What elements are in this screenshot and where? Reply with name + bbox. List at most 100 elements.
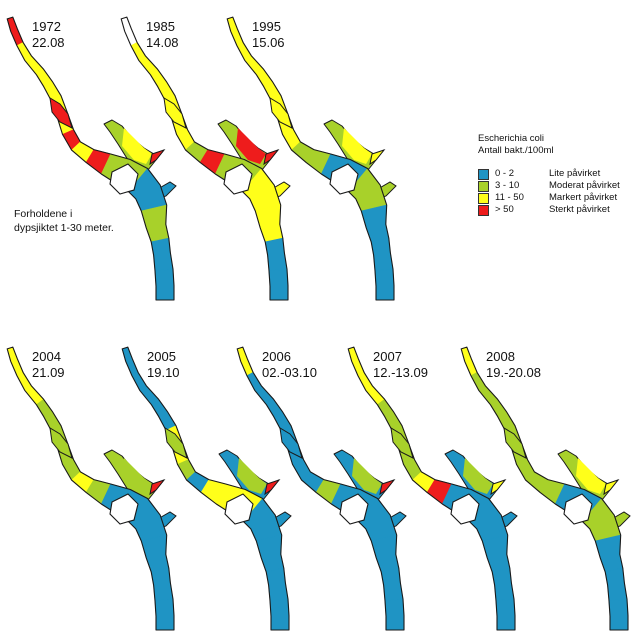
legend-swatch-markert [478, 192, 489, 204]
legend-swatch-lite [478, 168, 489, 180]
island [224, 493, 254, 525]
lake-side-bay [390, 427, 414, 459]
map-year: 2006 [262, 349, 291, 364]
lake-branch-middle [237, 458, 267, 494]
lake-branch-middle [122, 128, 152, 164]
legend-range: > 50 [495, 204, 514, 215]
map-year: 2005 [147, 349, 176, 364]
lake-segment-12 [374, 268, 395, 301]
lake-side-bay [49, 97, 73, 129]
map-date-label: 1985 14.08 [146, 19, 179, 51]
lake-branch-tip [263, 148, 280, 166]
map-year: 1995 [252, 19, 281, 34]
island [109, 163, 139, 195]
map-date-label: 2007 12.-13.09 [373, 349, 428, 381]
lake-side-bay [163, 97, 187, 129]
legend-row-moderat: 3 - 10 Moderat påvirket [478, 180, 620, 192]
lake-side-bay [503, 427, 527, 459]
legend-row-lite: 0 - 2 Lite påvirket [478, 168, 620, 180]
lake-map-1972 [6, 16, 177, 301]
island [109, 493, 139, 525]
map-panel-1985: 1985 14.08 [120, 14, 295, 314]
lake-branch-tip [379, 478, 396, 496]
legend-range: 0 - 2 [495, 168, 515, 179]
map-panel-2008: 2008 19.-20.08 [460, 344, 635, 644]
map-date: 21.09 [32, 365, 65, 380]
map-panel-2005: 2005 19.10 [121, 344, 296, 644]
map-panel-2004: 2004 21.09 [6, 344, 181, 644]
lake-branch-middle [352, 458, 382, 494]
map-date-label: 1972 22.08 [32, 19, 65, 51]
map-year: 2004 [32, 349, 61, 364]
legend-title: Escherichia coli Antall bakt./100ml [478, 133, 620, 157]
island [329, 163, 359, 195]
map-date: 14.08 [146, 35, 179, 50]
lake-side-bay [49, 427, 73, 459]
legend-rows: 0 - 2 Lite påvirket 3 - 10 Moderat påvir… [478, 168, 620, 216]
lake-branch-middle [236, 128, 266, 164]
map-year: 1972 [32, 19, 61, 34]
map-date: 02.-03.10 [262, 365, 317, 380]
lake-map-2008 [460, 346, 631, 631]
legend-title-line-1: Escherichia coli [478, 133, 544, 144]
island [450, 493, 480, 525]
map-panel-1972: 1972 22.08 [6, 14, 181, 314]
legend: Escherichia coli Antall bakt./100ml 0 - … [478, 133, 620, 216]
depth-note: Forholdene i dypsjiktet 1-30 meter. [14, 207, 114, 235]
map-date-label: 2005 19.10 [147, 349, 180, 381]
lake-segment-12 [608, 598, 629, 631]
lake-branch-middle [342, 128, 372, 164]
map-date-label: 2004 21.09 [32, 349, 65, 381]
map-year: 1985 [146, 19, 175, 34]
map-date: 15.06 [252, 35, 285, 50]
lake-branch-middle [576, 458, 606, 494]
legend-range: 11 - 50 [495, 192, 524, 203]
map-date: 22.08 [32, 35, 65, 50]
legend-row-markert: 11 - 50 Markert påvirket [478, 192, 620, 204]
lake-map-2005 [121, 346, 292, 631]
lake-side-bay [279, 427, 303, 459]
island [223, 163, 253, 195]
legend-row-sterkt: > 50 Sterkt påvirket [478, 204, 620, 216]
lake-branch-tip [490, 478, 507, 496]
legend-label: Lite påvirket [549, 168, 601, 179]
depth-note-line-2: dypsjiktet 1-30 meter. [14, 222, 114, 234]
map-date: 19.10 [147, 365, 180, 380]
island [339, 493, 369, 525]
lake-branch-tip [603, 478, 620, 496]
legend-label: Markert påvirket [549, 192, 618, 203]
lake-branch-tip [369, 148, 386, 166]
map-date: 19.-20.08 [486, 365, 541, 380]
map-date: 12.-13.09 [373, 365, 428, 380]
lake-branch-middle [122, 458, 152, 494]
map-panel-2006: 2006 02.-03.10 [236, 344, 411, 644]
lake-map-2006 [236, 346, 407, 631]
legend-range: 3 - 10 [495, 180, 520, 191]
legend-label: Sterkt påvirket [549, 204, 610, 215]
map-panel-2007: 2007 12.-13.09 [347, 344, 522, 644]
lake-map-1995 [226, 16, 397, 301]
lake-map-2004 [6, 346, 177, 631]
legend-swatch-moderat [478, 180, 489, 192]
lake-side-bay [164, 427, 188, 459]
lake-side-bay [269, 97, 293, 129]
map-year: 2007 [373, 349, 402, 364]
lake-outline [120, 16, 289, 301]
lake-map-2007 [347, 346, 518, 631]
lake-branch-tip [149, 478, 166, 496]
map-date-label: 2008 19.-20.08 [486, 349, 541, 381]
legend-label: Moderat påvirket [549, 180, 620, 191]
legend-swatch-sterkt [478, 204, 489, 216]
lake-outline [226, 16, 395, 301]
lake-map-1985 [120, 16, 291, 301]
map-year: 2008 [486, 349, 515, 364]
lake-outline [6, 16, 175, 301]
depth-note-line-1: Forholdene i [14, 208, 73, 220]
map-panel-1995: 1995 15.06 [226, 14, 401, 314]
lake-branch-tip [149, 148, 166, 166]
map-date-label: 2006 02.-03.10 [262, 349, 317, 381]
island [563, 493, 593, 525]
map-date-label: 1995 15.06 [252, 19, 285, 51]
lake-branch-middle [463, 458, 493, 494]
lake-branch-tip [264, 478, 281, 496]
